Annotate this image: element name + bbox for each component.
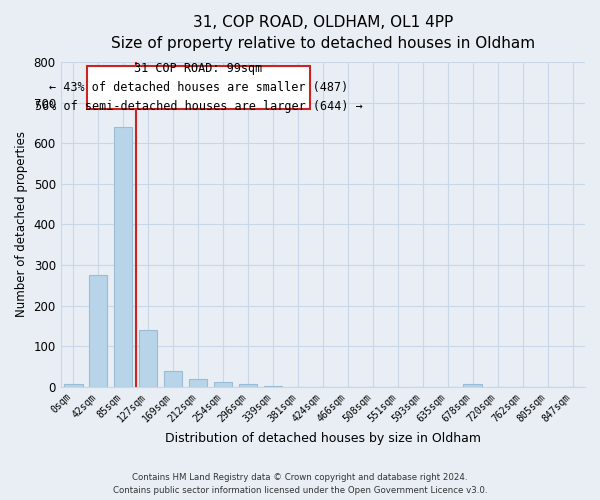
Text: Contains HM Land Registry data © Crown copyright and database right 2024.
Contai: Contains HM Land Registry data © Crown c…: [113, 473, 487, 495]
Y-axis label: Number of detached properties: Number of detached properties: [15, 132, 28, 318]
Bar: [139, 330, 157, 387]
Bar: [89, 275, 107, 387]
FancyBboxPatch shape: [87, 66, 310, 108]
Bar: [463, 384, 482, 387]
Bar: [164, 372, 182, 387]
Title: 31, COP ROAD, OLDHAM, OL1 4PP
Size of property relative to detached houses in Ol: 31, COP ROAD, OLDHAM, OL1 4PP Size of pr…: [111, 15, 535, 51]
Bar: [64, 384, 83, 387]
Bar: [239, 384, 257, 387]
Bar: [188, 378, 208, 387]
X-axis label: Distribution of detached houses by size in Oldham: Distribution of detached houses by size …: [165, 432, 481, 445]
Bar: [214, 382, 232, 387]
Text: 31 COP ROAD: 99sqm
← 43% of detached houses are smaller (487)
56% of semi-detach: 31 COP ROAD: 99sqm ← 43% of detached hou…: [35, 62, 362, 113]
Bar: [263, 386, 282, 387]
Bar: [114, 127, 133, 387]
